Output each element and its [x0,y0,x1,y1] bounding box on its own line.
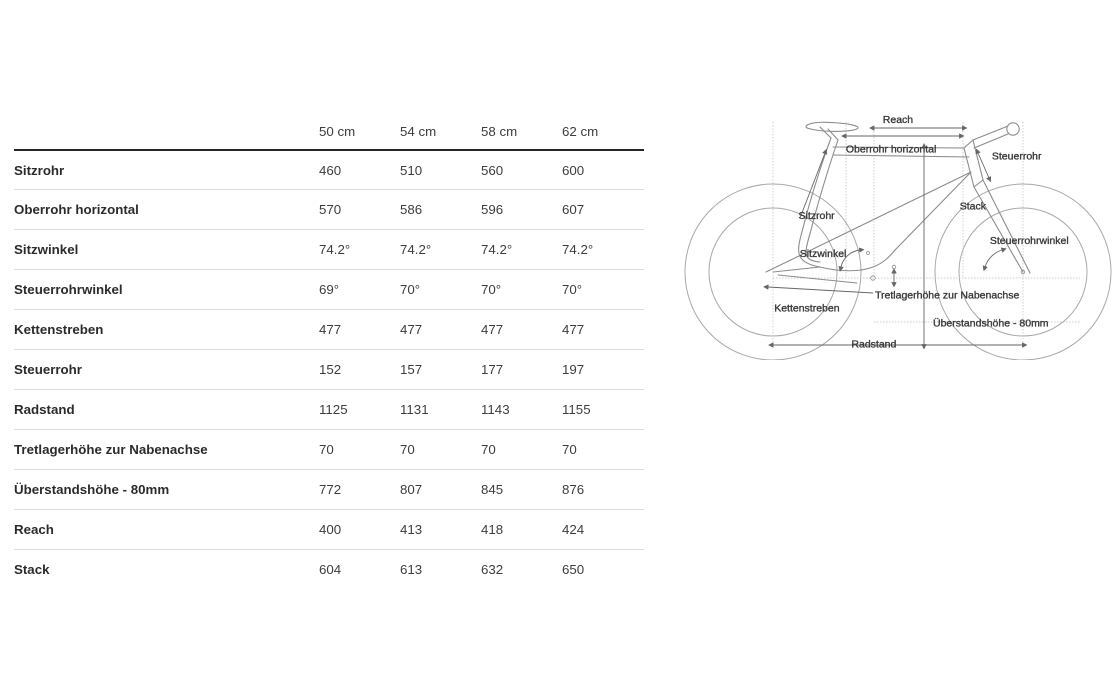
svg-text:Oberrohr horizontal: Oberrohr horizontal [846,144,936,156]
svg-text:Kettenstreben: Kettenstreben [774,303,840,315]
svg-text:Reach: Reach [883,114,914,126]
svg-text:Steuerrohr: Steuerrohr [992,151,1042,163]
svg-text:Sitzwinkel: Sitzwinkel [800,248,847,260]
svg-text:Stack: Stack [960,201,987,213]
svg-text:Radstand: Radstand [851,339,896,351]
svg-text:Sitzrohr: Sitzrohr [799,210,836,222]
svg-text:Steuerrohrwinkel: Steuerrohrwinkel [990,235,1069,247]
svg-text:Überstandshöhe - 80mm: Überstandshöhe - 80mm [933,318,1049,330]
svg-text:Tretlagerhöhe zur Nabenachse: Tretlagerhöhe zur Nabenachse [875,290,1020,302]
